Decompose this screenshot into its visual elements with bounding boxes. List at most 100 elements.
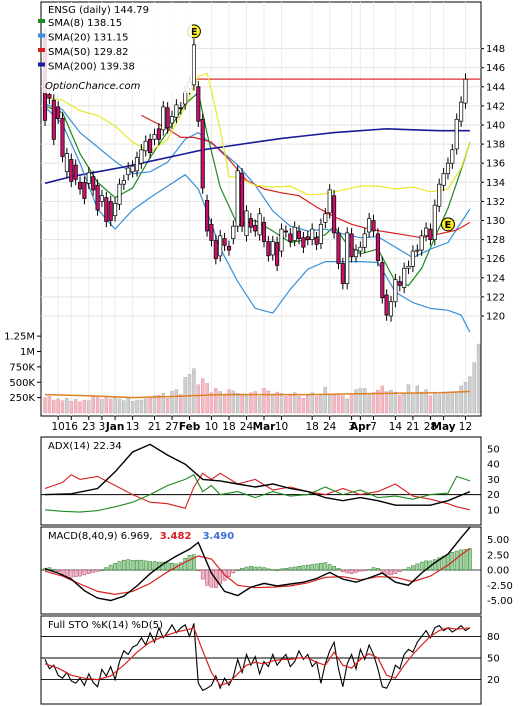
macd-hist-bar	[270, 569, 275, 571]
candle-body	[384, 294, 389, 316]
price-tick-label: 122	[486, 292, 505, 303]
volume-bar	[249, 392, 253, 414]
macd-hist-bar	[332, 566, 336, 571]
macd-hist-bar	[266, 568, 271, 571]
price-tick-label: 142	[486, 101, 505, 112]
volume-bar	[165, 397, 170, 414]
macd-hist-bar	[419, 561, 424, 571]
candle-body	[454, 118, 459, 150]
macd-hist-bar	[200, 569, 205, 580]
date-tick-label: Jan	[105, 421, 124, 433]
macd-hist-bar	[82, 569, 87, 576]
macd-hist-bar	[380, 569, 385, 573]
volume-bar	[271, 393, 275, 414]
macd-hist-value: 3.490	[203, 531, 235, 542]
macd-hist-bar	[305, 564, 310, 571]
macd-hist-bar	[209, 569, 214, 588]
volume-bar	[187, 374, 192, 414]
volume-bar	[292, 392, 297, 414]
volume-bar	[463, 382, 468, 414]
legend-entry: SMA(50) 129.82	[48, 47, 129, 58]
candle-body	[86, 172, 91, 184]
volume-bar	[240, 393, 244, 414]
macd-line	[44, 527, 471, 602]
macd-hist-bar	[336, 567, 341, 571]
price-axis: 120 122 124 126 128 130 132 134 136 138 140 142 144 1…	[481, 44, 505, 323]
candle-body	[410, 250, 415, 267]
volume-bar	[446, 392, 450, 414]
adx-lines	[41, 443, 481, 513]
price-tick-label: 140	[486, 121, 505, 132]
volume-bar	[52, 399, 56, 414]
adx-line	[44, 443, 471, 506]
macd-hist-bar	[253, 566, 258, 571]
macd-hist-bar	[463, 549, 468, 571]
volume-bar	[306, 394, 310, 414]
macd-hist-bar	[152, 561, 157, 571]
macd-hist-bar	[446, 553, 450, 571]
macd-hist-bar	[323, 562, 328, 571]
macd-hist-bar	[275, 569, 279, 572]
candle-body	[156, 128, 161, 140]
date-tick-label: 14	[389, 421, 403, 433]
date-tick-label: 23	[82, 421, 95, 433]
candle-body	[73, 164, 78, 180]
date-tick-label: 13	[126, 421, 139, 433]
macd-hist-bar	[319, 563, 323, 571]
candle-body	[139, 149, 144, 164]
macd-hist-bar	[178, 562, 183, 571]
candle-body	[371, 220, 376, 232]
sma-50-line	[141, 114, 471, 239]
macd-hist-bar	[441, 555, 446, 571]
volume-bar	[266, 390, 271, 414]
candle-body	[296, 230, 302, 239]
volume-bar	[170, 391, 174, 414]
macd-hist-bar	[218, 569, 223, 585]
adx-tick-label: 10	[487, 505, 500, 516]
candle-body	[305, 236, 310, 240]
volume-bar	[362, 388, 367, 414]
volume-bar	[441, 392, 446, 414]
earnings-label: E	[445, 220, 452, 231]
stochastic-d-line	[44, 627, 470, 687]
candle-body	[126, 167, 131, 176]
macd-hist-bar	[104, 567, 109, 571]
volume-bar	[209, 392, 214, 414]
macd-hist-bar	[165, 562, 170, 571]
volume-bar	[371, 392, 376, 414]
macd-axis: 5.00 2.50 0.00 -2.50 -5.00	[487, 535, 513, 607]
candle-body	[424, 227, 429, 237]
volume-axis: 1.25M 1M 750K 500K 250K	[4, 332, 41, 404]
macd-hist-bar	[244, 566, 249, 571]
date-tick-label: Feb	[179, 421, 201, 433]
candle-body	[196, 86, 201, 122]
candle-body	[314, 237, 319, 245]
macd-tick-label: 0.00	[487, 566, 509, 577]
candle-body	[152, 134, 157, 140]
candle-body	[450, 149, 455, 164]
volume-bar	[104, 397, 109, 414]
macd-hist-bar	[459, 549, 463, 571]
volume-bar	[108, 398, 113, 414]
macd-hist-bar	[349, 569, 354, 574]
bb-lowerline	[44, 106, 471, 333]
legend-swatch	[38, 19, 45, 23]
price-tick-label: 130	[486, 216, 505, 227]
event-markers: EE	[186, 24, 455, 232]
volume-bar	[349, 393, 354, 414]
candle-body	[91, 176, 96, 191]
candle-body	[178, 107, 183, 110]
volume-bar	[297, 396, 301, 414]
legend-swatch	[38, 33, 45, 38]
volume-bar	[257, 396, 262, 414]
volume-tick-label: 1M	[20, 347, 35, 358]
candle-body	[47, 94, 52, 99]
candle-body	[261, 222, 267, 242]
macd-hist-bar	[108, 564, 113, 571]
price-tick-label: 132	[486, 197, 505, 208]
macd-tick-label: -2.50	[487, 581, 513, 592]
candlesticks	[42, 28, 468, 322]
earnings-circle	[440, 217, 455, 232]
macd-hist-bar	[113, 563, 117, 571]
candle-body	[82, 181, 87, 199]
